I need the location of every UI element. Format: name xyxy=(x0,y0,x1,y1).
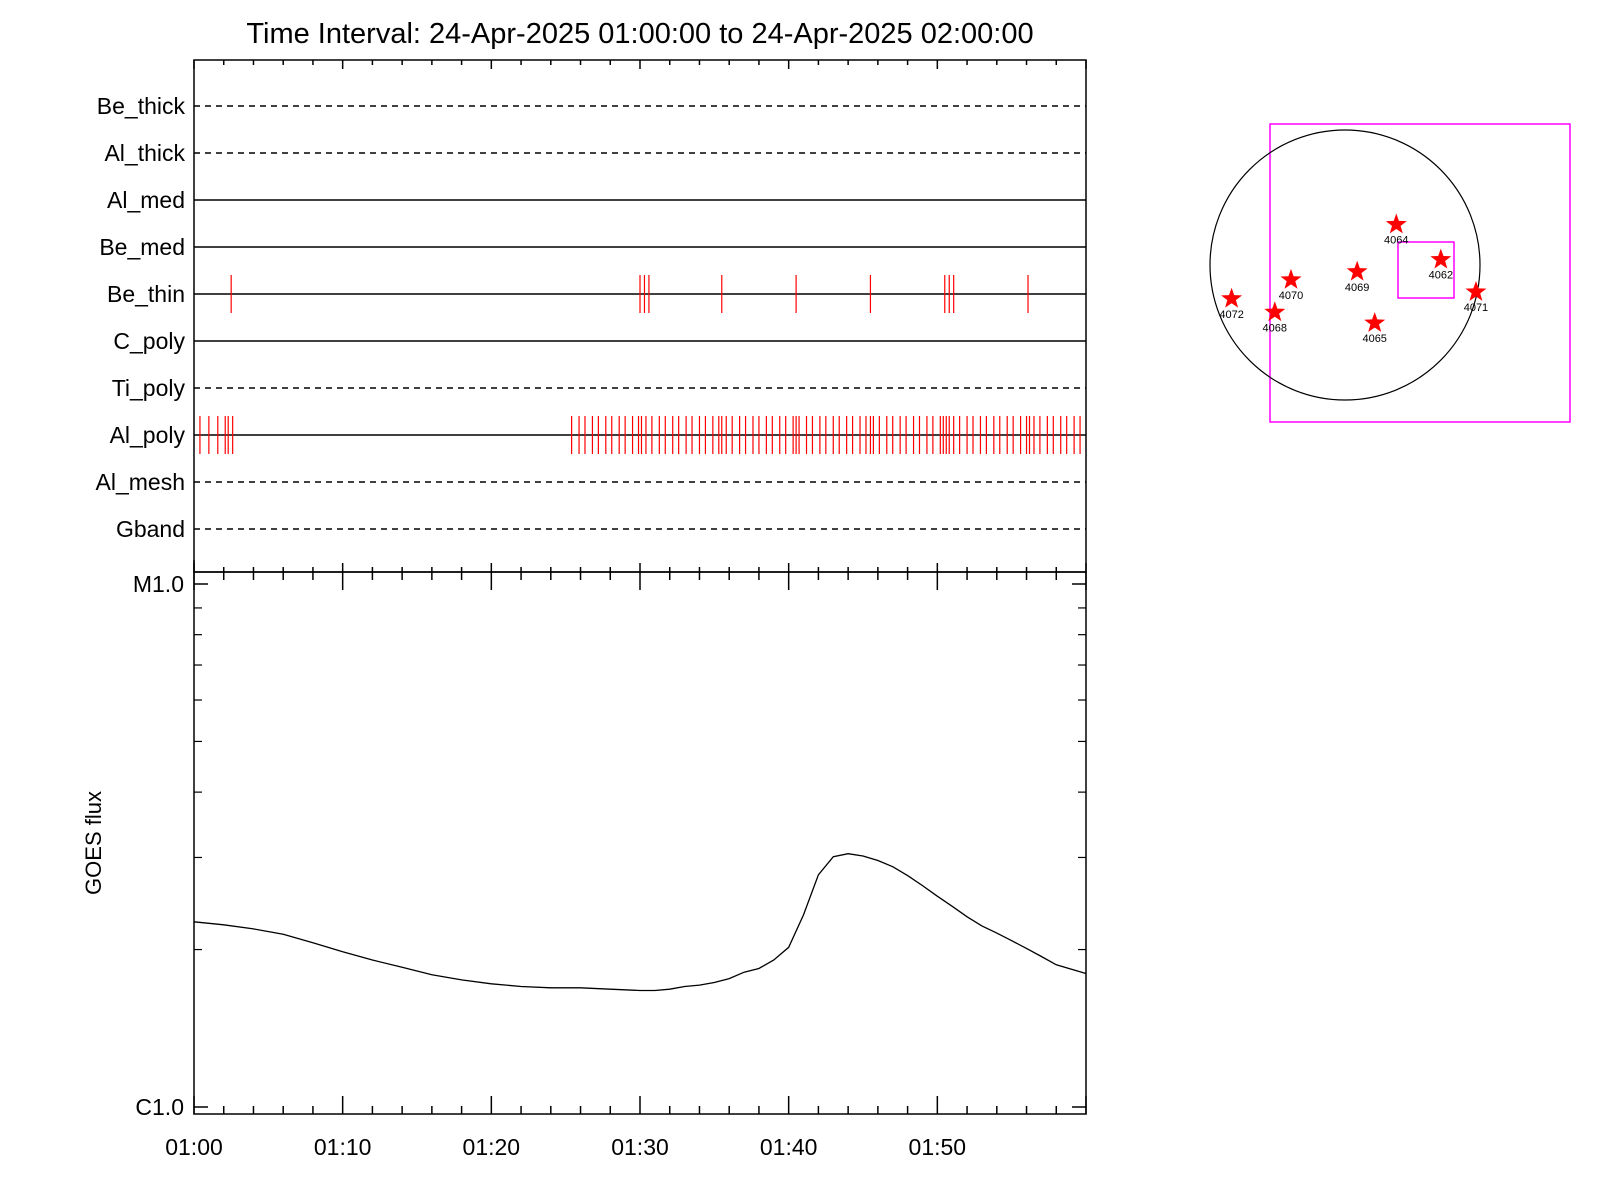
filter-label-Al_mesh: Al_mesh xyxy=(96,469,185,495)
x-tick-label-2: 01:20 xyxy=(463,1134,521,1160)
x-tick-label-3: 01:30 xyxy=(611,1134,669,1160)
region-label-4062: 4062 xyxy=(1429,270,1453,282)
region-star-4070 xyxy=(1280,268,1302,289)
x-tick-label-5: 01:50 xyxy=(909,1134,967,1160)
x-tick-label-1: 01:10 xyxy=(314,1134,372,1160)
filter-label-Al_poly: Al_poly xyxy=(110,422,186,448)
y-tick-label-0: C1.0 xyxy=(135,1094,184,1120)
filter-label-Gband: Gband xyxy=(116,516,185,542)
chart-title: Time Interval: 24-Apr-2025 01:00:00 to 2… xyxy=(246,18,1033,50)
x-tick-label-0: 01:00 xyxy=(165,1134,223,1160)
filter-label-Al_med: Al_med xyxy=(107,187,185,213)
region-star-4071 xyxy=(1465,281,1487,301)
filter-label-Be_thick: Be_thick xyxy=(97,93,186,119)
goes-flux-panel: GOES flux 01:00 01:10 01:20 01:30 01:40 01:50… xyxy=(81,560,1087,1160)
region-star-4065 xyxy=(1364,312,1386,332)
filter-label-C_poly: C_poly xyxy=(113,328,185,354)
y-axis-label: GOES flux xyxy=(81,791,106,895)
flux-ticks: 01:00 01:10 01:20 01:30 01:40 01:50 C1.0 M1.0 xyxy=(133,560,1087,1160)
fov-inner-box xyxy=(1397,241,1455,299)
region-markers: 4064 4062 4069 4070 4071 4072 4068 4065 xyxy=(1219,213,1488,345)
event-timeline-panel: Be_thick Al_thick Al_med Be_med Be_thin C_pol… xyxy=(96,59,1087,573)
region-label-4068: 4068 xyxy=(1263,322,1287,334)
region-star-4064 xyxy=(1385,213,1407,234)
solar-disk-map: 4064 4062 4069 4070 4071 4072 4068 4065 xyxy=(1209,123,1571,423)
filter-rows: Be_thick Al_thick Al_med Be_med Be_thin C_pol… xyxy=(96,93,1086,542)
flux-line-group xyxy=(193,853,1087,992)
region-label-4071: 4071 xyxy=(1464,302,1488,314)
goes-flux-line xyxy=(193,853,1087,992)
region-star-4062 xyxy=(1430,248,1452,269)
y-tick-label-1: M1.0 xyxy=(133,571,184,597)
fov-outer-box xyxy=(1269,123,1571,423)
region-label-4072: 4072 xyxy=(1219,309,1243,321)
region-star-4068 xyxy=(1264,301,1286,322)
filter-label-Ti_poly: Ti_poly xyxy=(112,375,186,401)
solar-disk xyxy=(1209,129,1481,401)
x-tick-label-4: 01:40 xyxy=(760,1134,818,1160)
region-star-4069 xyxy=(1346,260,1368,281)
filter-label-Al_thick: Al_thick xyxy=(104,140,185,166)
region-label-4070: 4070 xyxy=(1279,290,1303,302)
filter-label-Be_med: Be_med xyxy=(99,234,185,260)
region-label-4065: 4065 xyxy=(1362,333,1386,345)
region-label-4069: 4069 xyxy=(1345,282,1369,294)
region-label-4064: 4064 xyxy=(1384,235,1408,247)
region-star-4072 xyxy=(1221,287,1243,308)
filter-label-Be_thin: Be_thin xyxy=(107,281,185,307)
